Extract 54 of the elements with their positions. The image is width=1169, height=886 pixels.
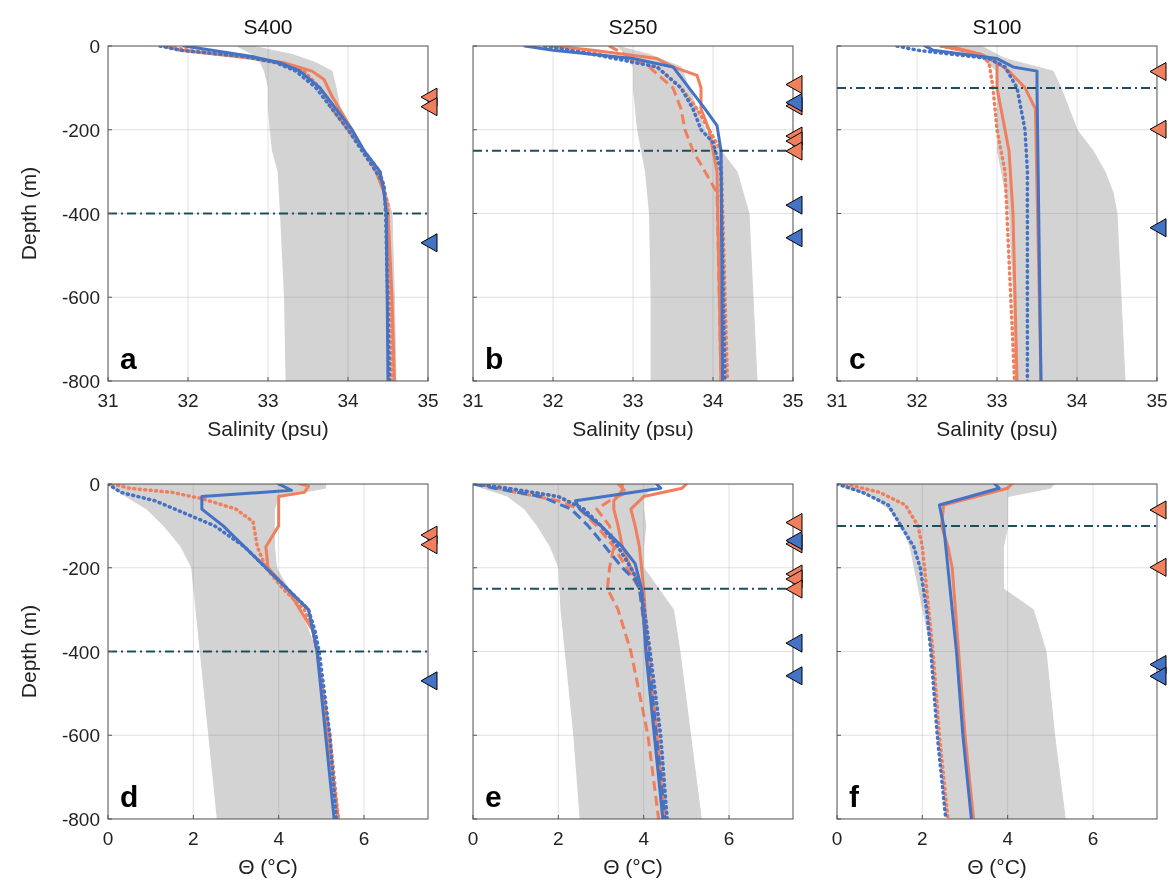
x-tick-label: 2 <box>553 828 564 849</box>
annotation: d <box>120 780 139 813</box>
x-tick-label: 0 <box>467 828 479 849</box>
x-tick-label: 35 <box>782 390 804 411</box>
x-axis-title: Salinity (psu) <box>572 417 694 440</box>
annotation: c <box>849 342 866 375</box>
y-tick-label: -800 <box>61 371 100 392</box>
chart-title: S400 <box>243 15 293 38</box>
chart-title: S100 <box>972 15 1022 38</box>
x-tick-label: 32 <box>177 390 199 411</box>
y-axis-title: Depth (m) <box>17 604 40 699</box>
annotation: f <box>849 780 860 813</box>
x-tick-label: 31 <box>826 390 848 411</box>
x-tick-label: 0 <box>102 828 114 849</box>
x-axis-title: Θ (°C) <box>967 855 1027 878</box>
x-axis-title: Salinity (psu) <box>207 417 329 440</box>
annotation: a <box>120 342 137 375</box>
y-tick-label: -200 <box>61 119 100 141</box>
y-tick-label: 0 <box>89 474 100 495</box>
y-tick-label: -400 <box>61 203 100 225</box>
x-tick-label: 31 <box>462 390 484 411</box>
x-tick-label: 35 <box>417 390 439 411</box>
x-tick-label: 32 <box>906 390 928 411</box>
x-tick-label: 6 <box>1087 828 1099 849</box>
x-tick-label: 33 <box>257 390 279 411</box>
x-tick-label: 34 <box>337 390 359 411</box>
x-tick-label: 31 <box>97 390 119 411</box>
y-tick-label: -600 <box>61 725 100 747</box>
y-axis-title: Depth (m) <box>17 166 40 261</box>
y-tick-label: -400 <box>61 641 100 663</box>
x-tick-label: 6 <box>358 828 370 849</box>
y-tick-label: -600 <box>61 287 100 309</box>
annotation: e <box>485 780 502 813</box>
x-tick-label: 34 <box>702 390 724 411</box>
x-tick-label: 4 <box>273 828 285 849</box>
x-tick-label: 2 <box>917 828 928 849</box>
y-tick-label: 0 <box>89 36 100 57</box>
x-tick-label: 33 <box>986 390 1008 411</box>
x-axis-title: Salinity (psu) <box>936 417 1058 440</box>
annotation: b <box>485 342 504 375</box>
y-tick-label: -800 <box>61 809 100 830</box>
x-tick-label: 4 <box>1002 828 1014 849</box>
y-tick-label: -200 <box>61 557 100 579</box>
x-tick-label: 34 <box>1066 390 1088 411</box>
x-tick-label: 0 <box>831 828 843 849</box>
x-tick-label: 35 <box>1146 390 1168 411</box>
x-tick-label: 4 <box>638 828 650 849</box>
x-tick-label: 33 <box>622 390 644 411</box>
x-axis-title: Θ (°C) <box>238 855 298 878</box>
chart-title: S250 <box>608 15 658 38</box>
x-tick-label: 6 <box>723 828 735 849</box>
x-tick-label: 2 <box>188 828 199 849</box>
x-tick-label: 32 <box>542 390 564 411</box>
x-axis-title: Θ (°C) <box>603 855 663 878</box>
